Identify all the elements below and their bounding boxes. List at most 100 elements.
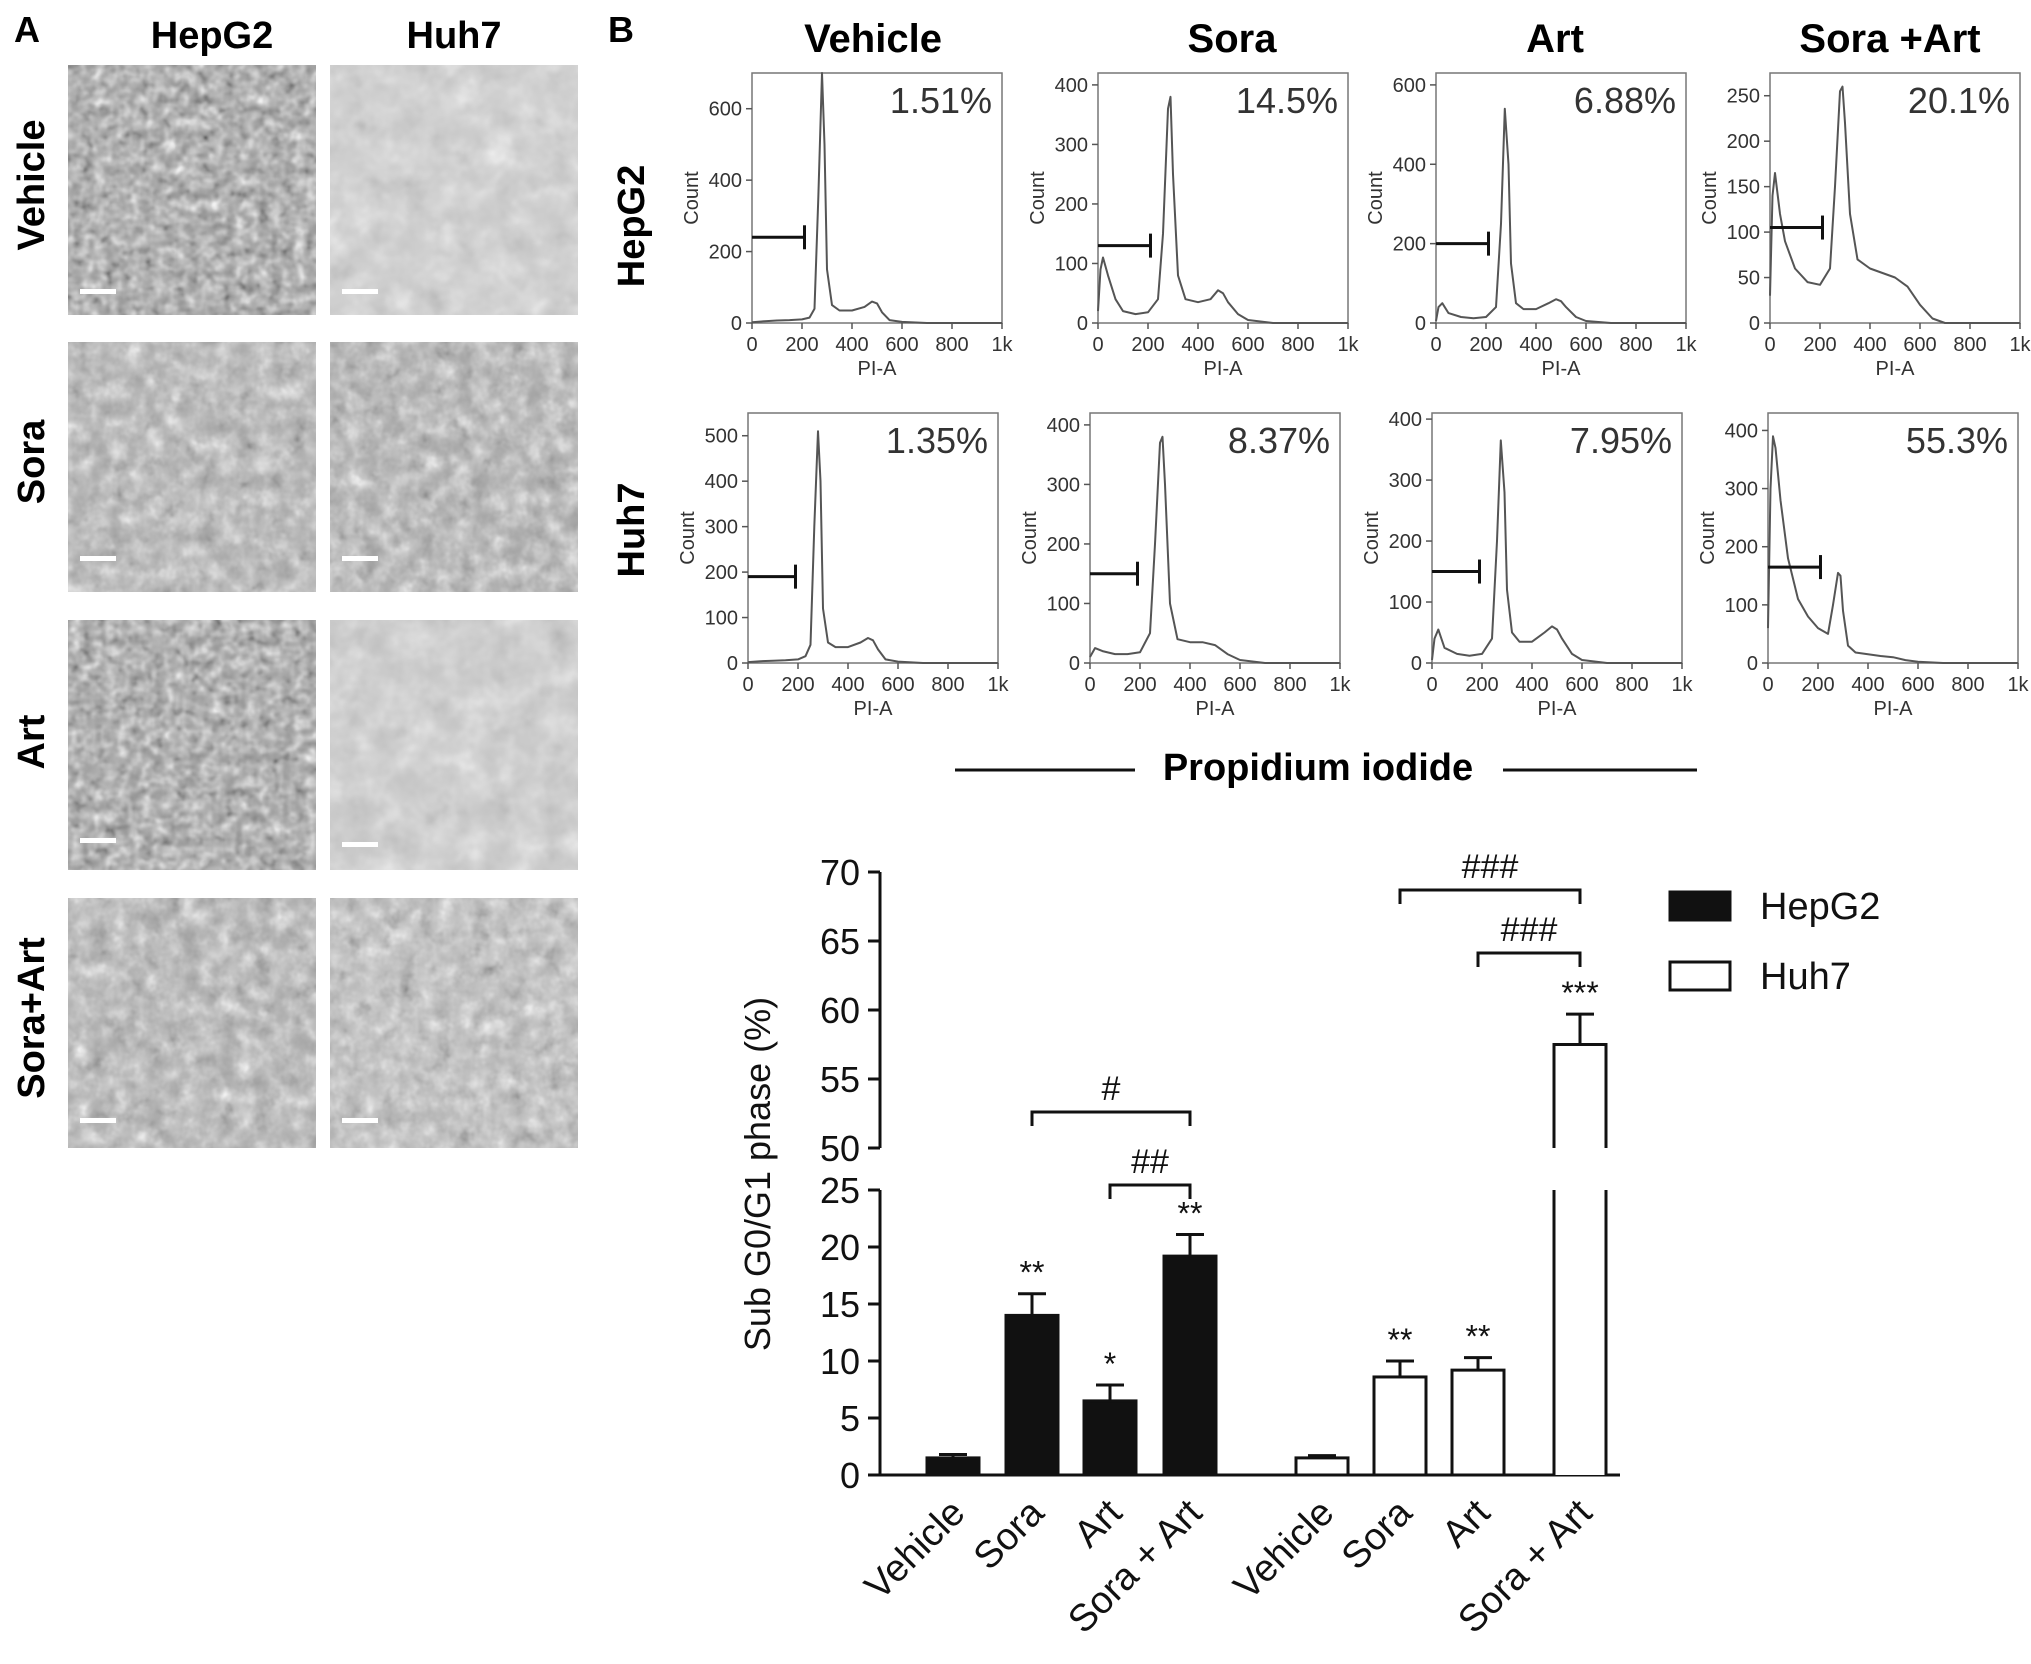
y-axis-label: Count (1697, 511, 1719, 565)
x-tick-label: 0 (1084, 674, 1095, 696)
y-tick-label: 150 (1727, 177, 1760, 199)
x-tick-label: 800 (1273, 674, 1306, 696)
bar-hepg2-sora-art (1162, 1254, 1218, 1477)
comparison-label: ### (1501, 911, 1558, 949)
comparison-huh7-art-vs-sora-art: ### (1476, 911, 1582, 967)
x-tick-label: 600 (1231, 334, 1264, 356)
x-tick-label: 0 (1762, 674, 1773, 696)
y-tick-label: 200 (1727, 131, 1760, 153)
y-tick-label: 100 (1727, 222, 1760, 244)
bar-hepg2-art (1082, 1399, 1138, 1477)
x-tick-label: 1k (2009, 334, 2031, 356)
micrograph-hepg2-vehicle (68, 65, 316, 315)
y-tick-label: 20 (820, 1227, 860, 1268)
y-tick-label: 100 (1047, 593, 1080, 615)
x-tick-label: 200 (1803, 334, 1836, 356)
y-tick-label: 300 (1725, 479, 1758, 501)
x-tick-label: 1k (1671, 674, 1693, 696)
scale-bar (342, 1118, 378, 1123)
histogram-trace (747, 430, 998, 664)
y-tick-label: 400 (1055, 75, 1088, 97)
y-tick-label: 200 (1055, 194, 1088, 216)
panel-a-row-sora: Sora (11, 419, 53, 504)
comparison-hepg2-sora-vs-sora-art: # (1030, 1070, 1192, 1126)
y-tick-label: 200 (1725, 537, 1758, 559)
x-axis-label: PI-A (854, 698, 894, 720)
scale-bar (80, 289, 116, 294)
x-tick-label: 200 (785, 334, 818, 356)
scale-bar (80, 838, 116, 843)
y-tick-label: 100 (1389, 592, 1422, 614)
x-tick-label: 400 (1853, 334, 1886, 356)
plot-frame (1431, 412, 1683, 664)
y-tick-label: 100 (1725, 595, 1758, 617)
histogram-hepg2-vehicle: 0 200 400 600 0 200 400 600 800 1k PI-A Count 1.51% (681, 72, 1014, 380)
comparison-hepg2-art-vs-sora-art: ## (1108, 1143, 1192, 1199)
y-tick-label: 65 (820, 921, 860, 962)
comparison-label: # (1102, 1070, 1121, 1108)
comparison-bracket (1030, 1110, 1192, 1126)
panel-a-label: A (14, 9, 40, 50)
significance-hepg2-sora-art: ** (1178, 1195, 1203, 1231)
x-axis-label: PI-A (1542, 358, 1582, 380)
bar-hepg2-sora (1004, 1313, 1060, 1477)
micrograph-hepg2-art (68, 620, 316, 870)
y-axis-label: Count (681, 171, 703, 225)
x-tick-label: 200 (1801, 674, 1834, 696)
gate-percentage: 1.51% (890, 80, 992, 121)
gate-percentage: 1.35% (886, 420, 988, 461)
histogram-hepg2-sora: 0 100 200 300 400 0 200 400 600 800 1k PI-A Count 14.… (1027, 72, 1360, 380)
y-tick-label: 100 (705, 608, 738, 630)
x-tick-label: 200 (1131, 334, 1164, 356)
x-axis-label: PI-A (1204, 358, 1244, 380)
y-tick-label: 300 (1055, 134, 1088, 156)
micrograph-huh7-sora (330, 342, 578, 592)
bar-huh7-vehicle (1294, 1456, 1350, 1477)
x-tick-label: 1k (991, 334, 1013, 356)
x-tick-label: 400 (1181, 334, 1214, 356)
gate-percentage: 20.1% (1908, 80, 2010, 121)
category-label-huh7-vehicle: Vehicle (1226, 1492, 1342, 1608)
y-tick-label: 0 (1747, 653, 1758, 675)
x-axis-label: PI-A (1874, 698, 1914, 720)
y-tick-label: 400 (1389, 409, 1422, 431)
histogram-trace (1089, 435, 1340, 664)
y-tick-label: 0 (731, 313, 742, 335)
bar-huh7-art (1450, 1368, 1506, 1477)
panel-b-label: B (608, 9, 634, 50)
histogram-hepg2-art: 0 200 400 600 0 200 400 600 800 1k PI-A Count 6.88% (1365, 72, 1698, 380)
y-axis-label: Count (677, 511, 699, 565)
histogram-huh7-art: 0 100 200 300 400 0 200 400 600 800 1k PI-A Count 7.9… (1361, 409, 1694, 720)
y-tick-label: 0 (1077, 313, 1088, 335)
scale-bar (342, 842, 378, 847)
panel-a: A HepG2 Huh7 Vehicle Sora Art Sora+Art (11, 9, 578, 1148)
x-tick-label: 0 (1092, 334, 1103, 356)
y-tick-label: 0 (840, 1455, 860, 1496)
x-tick-label: 200 (1469, 334, 1502, 356)
gate-percentage: 14.5% (1236, 80, 1338, 121)
category-label-huh7-art: Art (1434, 1491, 1498, 1555)
x-tick-label: 200 (1465, 674, 1498, 696)
x-tick-label: 1k (1675, 334, 1697, 356)
y-tick-label: 400 (1047, 415, 1080, 437)
x-tick-label: 400 (1515, 674, 1548, 696)
y-tick-label: 200 (1047, 534, 1080, 556)
y-tick-label: 25 (820, 1170, 860, 1211)
gate-percentage: 7.95% (1570, 420, 1672, 461)
x-tick-label: 0 (1426, 674, 1437, 696)
y-axis-label: Count (1699, 171, 1721, 225)
x-tick-label: 600 (1223, 674, 1256, 696)
x-tick-label: 0 (1430, 334, 1441, 356)
y-tick-label: 70 (820, 852, 860, 893)
bar-huh7-sora-art-lower-edge (1552, 1190, 1608, 1475)
x-axis-label: PI-A (1876, 358, 1916, 380)
x-tick-label: 400 (1173, 674, 1206, 696)
panel-b-column-art: Art (1526, 17, 1584, 61)
x-tick-label: 200 (781, 674, 814, 696)
x-tick-label: 800 (935, 334, 968, 356)
x-tick-label: 400 (1519, 334, 1552, 356)
panel-b-headers: B Vehicle Sora Art Sora +Art HepG2 Huh7 … (608, 9, 1981, 789)
comparison-label: ### (1462, 848, 1519, 886)
bar-huh7-sora (1372, 1375, 1428, 1477)
